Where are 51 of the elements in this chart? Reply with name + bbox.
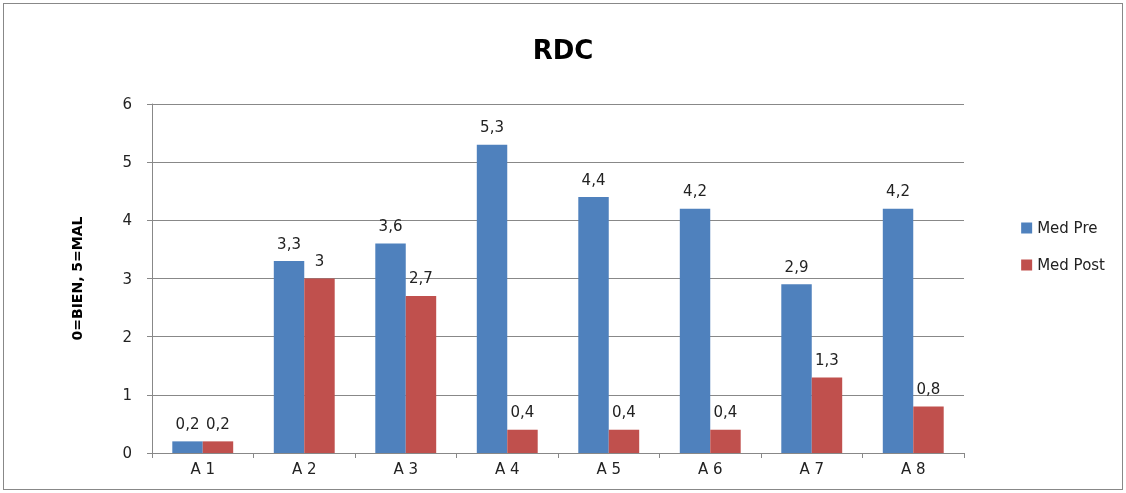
data-label: 0,8	[916, 379, 941, 398]
data-label: 4,2	[886, 182, 910, 201]
y-tick-label: 1	[122, 385, 132, 404]
y-tick-label: 5	[122, 153, 132, 172]
y-axis-title: 0=BIEN, 5=MAL	[69, 216, 85, 341]
data-label: 4,2	[683, 182, 707, 201]
bar	[913, 406, 944, 453]
data-label: 2,9	[784, 257, 809, 276]
bar	[476, 144, 508, 453]
bar	[273, 261, 305, 453]
x-tick-label: A 7	[799, 459, 825, 478]
y-tick-label: 2	[122, 327, 132, 346]
bar	[507, 429, 538, 453]
data-label: 3	[314, 252, 325, 270]
x-tick-label: A 4	[494, 459, 520, 478]
data-label: 0,2	[175, 414, 200, 433]
bar	[578, 197, 609, 453]
x-tick-label: A 5	[596, 459, 622, 478]
data-label: 0,2	[206, 414, 230, 433]
data-label: 4,4	[581, 170, 606, 189]
bar	[202, 441, 234, 453]
bar	[375, 243, 406, 453]
bar	[811, 377, 843, 453]
data-label: 0,4	[713, 403, 738, 422]
data-label: 5,3	[480, 118, 504, 137]
bar	[679, 208, 711, 453]
x-tick-label: A 2	[291, 459, 317, 478]
bar	[405, 295, 437, 453]
data-label: 0,4	[510, 403, 535, 422]
bar	[882, 208, 914, 453]
chart-title: RDC	[532, 35, 594, 65]
legend-label: Med Post	[1037, 256, 1106, 274]
data-label: 0,4	[612, 403, 636, 422]
data-label: 3,6	[378, 217, 403, 236]
x-tick-label: A 1	[190, 459, 216, 478]
data-label: 2,7	[409, 269, 433, 288]
bar	[304, 278, 335, 453]
bar	[710, 429, 741, 453]
bar	[781, 284, 812, 453]
y-tick-label: 4	[122, 211, 132, 230]
y-tick-label: 3	[122, 269, 132, 288]
data-label: 1,3	[815, 350, 839, 369]
data-label: 3,3	[277, 234, 301, 253]
bar	[172, 441, 203, 453]
x-tick-label: A 6	[697, 459, 723, 478]
y-tick-label: 6	[122, 95, 132, 113]
legend-label: Med Pre	[1037, 219, 1098, 237]
x-tick-label: A 8	[900, 459, 926, 478]
y-tick-label: 0	[122, 444, 132, 462]
bar	[608, 429, 640, 453]
x-tick-label: A 3	[393, 459, 419, 478]
